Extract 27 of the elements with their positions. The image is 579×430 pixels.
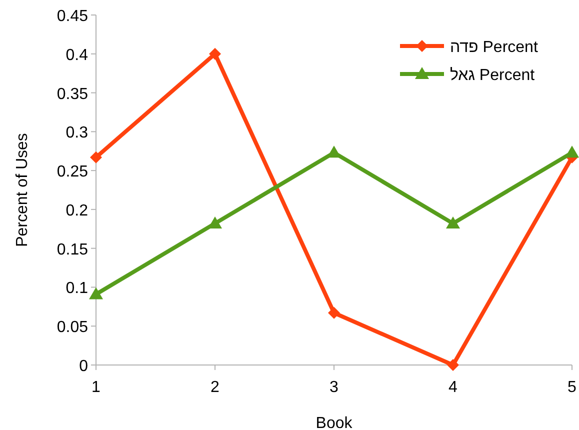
y-tick-label: 0.2 [66,202,88,220]
point [328,306,340,319]
y-tick-label: 0.3 [66,124,88,142]
point [565,146,579,158]
point [447,359,459,371]
y-tick-label: 0 [79,358,88,375]
point [89,287,103,300]
x-tick-label: 3 [330,379,339,396]
x-tick-label: 2 [210,379,220,396]
y-tick-label: 0.1 [66,280,88,298]
legend-label: פדה Percent [450,39,538,56]
point [90,151,102,164]
y-tick-label: 0.35 [56,86,88,103]
point [446,216,460,228]
y-tick-label: 0.45 [56,8,88,25]
point [209,48,221,60]
x-tick-label: 4 [448,379,458,396]
x-axis-title: Book [316,415,354,430]
point [327,146,341,158]
y-tick-label: 0.15 [56,241,88,258]
x-tick-label: 5 [568,379,577,396]
legend-label: גאל Percent [450,66,536,84]
x-tick-label: 1 [92,379,101,396]
y-tick-label: 0.05 [56,319,88,336]
y-axis-title: Percent of Uses [14,133,31,247]
y-tick-label: 0.4 [66,46,88,64]
y-tick-label: 0.25 [56,164,88,181]
